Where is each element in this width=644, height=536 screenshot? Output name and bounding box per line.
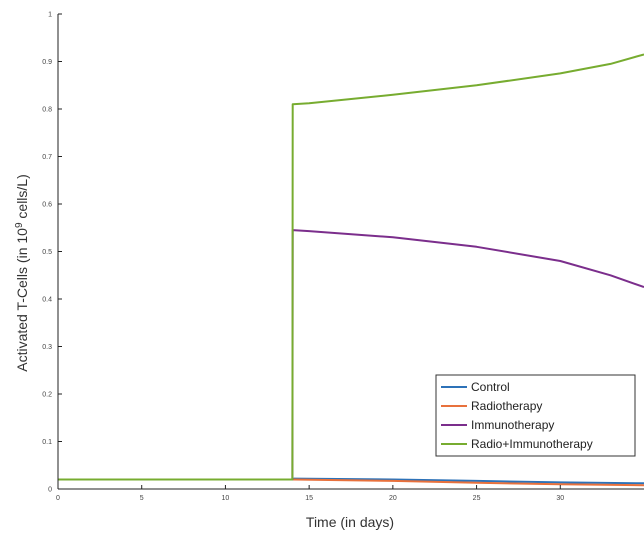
y-tick-label: 0.6 [42, 202, 52, 209]
y-tick-label: 0.7 [42, 154, 52, 161]
y-tick-label: 0.8 [42, 107, 52, 114]
y-tick-label: 0.3 [42, 344, 52, 351]
y-axis-title-prefix: Activated T-Cells (in 10 [14, 228, 30, 372]
y-tick-label: 0.5 [42, 249, 52, 256]
x-tick-label: 0 [56, 495, 60, 502]
y-axis-title: Activated T-Cells (in 109 cells/L) [14, 174, 30, 372]
legend-label-control: Control [471, 380, 510, 394]
y-axis-title-suffix: cells/L) [14, 174, 30, 222]
x-tick-label: 10 [222, 495, 230, 502]
legend-label-radiotherapy: Radiotherapy [471, 399, 542, 413]
legend: Control Radiotherapy Immunotherapy Radio+Im… [435, 374, 636, 457]
y-tick-label: 0 [48, 487, 52, 494]
x-tick-label: 5 [140, 495, 144, 502]
series-line-radio-immunotherapy [58, 53, 644, 481]
x-tick-label: 15 [305, 495, 313, 502]
y-tick-label: 0.4 [42, 297, 52, 304]
x-ticks: 0 5 10 15 20 25 30 [56, 485, 564, 502]
x-tick-label: 25 [473, 495, 481, 502]
y-tick-label: 1 [48, 12, 52, 19]
legend-label-immunotherapy: Immunotherapy [471, 418, 554, 432]
legend-label-radio-immunotherapy: Radio+Immunotherapy [471, 437, 593, 451]
y-axis-title-exponent: 9 [14, 222, 25, 228]
y-tick-label: 0.9 [42, 59, 52, 66]
x-axis-title: Time (in days) [306, 514, 394, 530]
y-ticks: 0 0.1 0.2 0.3 0.4 0.5 0.6 0.7 0.8 0.9 1 [42, 12, 62, 494]
x-tick-label: 30 [556, 495, 564, 502]
y-tick-label: 0.2 [42, 392, 52, 399]
y-tick-label: 0.1 [42, 439, 52, 446]
x-tick-label: 20 [389, 495, 397, 502]
legend-box [435, 374, 636, 457]
plot-lines [58, 53, 644, 487]
